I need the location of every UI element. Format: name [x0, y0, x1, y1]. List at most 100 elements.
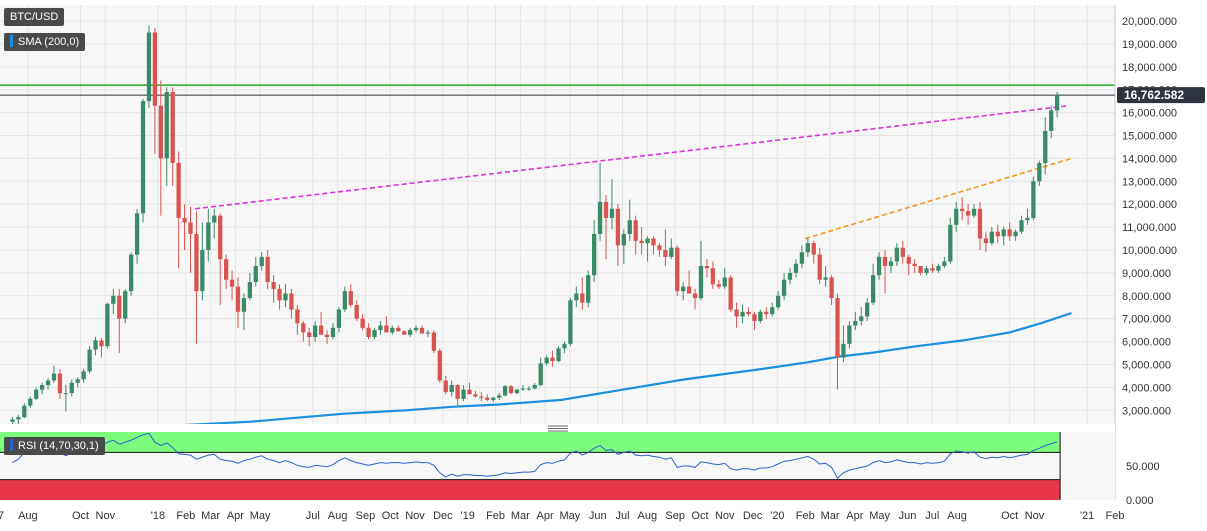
candle-body [568, 300, 573, 344]
candle-body [894, 247, 900, 262]
candle-body [455, 385, 460, 399]
candle-body [615, 208, 621, 246]
candle [829, 275, 834, 305]
candle [716, 279, 721, 289]
rsi-legend[interactable]: RSI (14,70,30,1) [4, 437, 105, 455]
candle-body [372, 330, 377, 337]
candle [223, 254, 229, 289]
candle [770, 302, 775, 317]
candle-body [645, 238, 650, 244]
candle [817, 247, 822, 285]
candle-body [983, 238, 989, 244]
candle [425, 330, 431, 337]
x-tick-label: Aug [947, 510, 967, 522]
sma-legend[interactable]: SMA (200,0) [4, 33, 86, 51]
candle [152, 27, 158, 154]
candle-body [817, 254, 822, 280]
candle-body [710, 268, 715, 285]
x-tick-label: Jun [899, 510, 917, 522]
candle [954, 201, 959, 232]
symbol-legend[interactable]: BTC/USD [4, 8, 65, 26]
y-tick-label: 20,000.000 [1122, 16, 1177, 28]
candle-body [936, 266, 941, 271]
candle-body [396, 327, 401, 332]
candle [983, 231, 989, 253]
y-tick-label: 13,000.000 [1122, 176, 1177, 188]
candle-body [960, 208, 965, 212]
candle-body [473, 394, 478, 397]
x-tick-label: '20 [770, 510, 784, 522]
rsi-line [12, 432, 1058, 479]
candle [621, 229, 626, 264]
candle-body [1037, 162, 1042, 182]
candle [1049, 105, 1054, 138]
candle-body [188, 222, 193, 234]
rsi-tick-label: 50.000 [1126, 461, 1160, 473]
candle-body [888, 261, 894, 267]
candle-body [425, 332, 431, 334]
candle-body [39, 385, 45, 390]
candle [841, 325, 846, 363]
candle [212, 208, 217, 239]
candle [330, 323, 336, 340]
x-tick-label: Nov [96, 510, 116, 522]
candle [354, 300, 359, 321]
y-tick-label: 16,000.000 [1122, 108, 1177, 120]
candle-body [1049, 110, 1054, 131]
candle [675, 245, 680, 296]
candle [728, 275, 733, 312]
x-tick-label: '21 [1080, 510, 1094, 522]
candle-body [882, 256, 888, 267]
candle [580, 277, 585, 310]
candle [265, 249, 270, 289]
candle [942, 256, 947, 269]
candle [1001, 227, 1006, 246]
candle [924, 266, 929, 276]
candle-body [81, 371, 86, 380]
candle-body [924, 268, 929, 273]
candle-body [728, 277, 733, 310]
candle-body [129, 254, 134, 292]
candle-body [271, 282, 276, 289]
candle-body [342, 291, 347, 310]
candle [787, 268, 793, 285]
sma-200-line [40, 311, 1072, 428]
candle [633, 215, 638, 255]
candle-body [544, 357, 549, 364]
candle [532, 382, 537, 390]
candle-body [942, 261, 947, 267]
candle-body [556, 348, 561, 362]
candle [158, 80, 163, 216]
candle [645, 236, 650, 262]
candle [378, 320, 383, 335]
rsi-oversold-zone [0, 479, 1061, 500]
candle-body [550, 357, 555, 362]
candle [407, 327, 413, 337]
candle-body [194, 233, 199, 292]
candle [87, 346, 92, 374]
candle-body [235, 286, 241, 312]
candle-body [1025, 217, 1030, 221]
candle [413, 325, 419, 333]
x-tick-label: Aug [638, 510, 658, 522]
candle-body [538, 363, 543, 386]
candle-body [479, 396, 484, 398]
candle [241, 293, 247, 331]
candle [69, 379, 74, 397]
candle [740, 304, 745, 324]
candle [93, 336, 98, 356]
candle [586, 270, 591, 308]
candle [597, 162, 603, 241]
candle-body [1019, 220, 1024, 232]
candle-body [431, 332, 437, 351]
candle [390, 325, 395, 335]
candle-body [681, 286, 686, 292]
candle [734, 302, 739, 328]
x-tick-label: Sep [665, 510, 685, 522]
candle [51, 365, 57, 383]
candle [111, 288, 116, 315]
plot-area [0, 5, 1115, 424]
candle [704, 259, 710, 278]
